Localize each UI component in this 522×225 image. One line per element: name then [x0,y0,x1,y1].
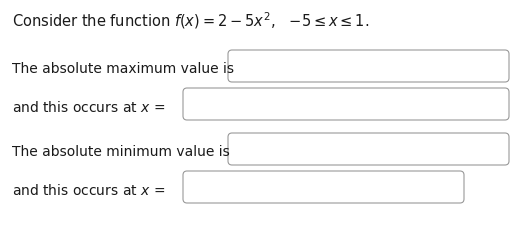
Text: The absolute minimum value is: The absolute minimum value is [12,145,230,159]
Text: The absolute maximum value is: The absolute maximum value is [12,62,234,76]
FancyBboxPatch shape [228,50,509,82]
FancyBboxPatch shape [183,88,509,120]
FancyBboxPatch shape [183,171,464,203]
Text: and this occurs at $x$ =: and this occurs at $x$ = [12,100,165,115]
FancyBboxPatch shape [228,133,509,165]
Text: Consider the function $f(x) = 2 - 5x^2$,   $-5 \leq x \leq 1$.: Consider the function $f(x) = 2 - 5x^2$,… [12,10,370,31]
Text: and this occurs at $x$ =: and this occurs at $x$ = [12,183,165,198]
